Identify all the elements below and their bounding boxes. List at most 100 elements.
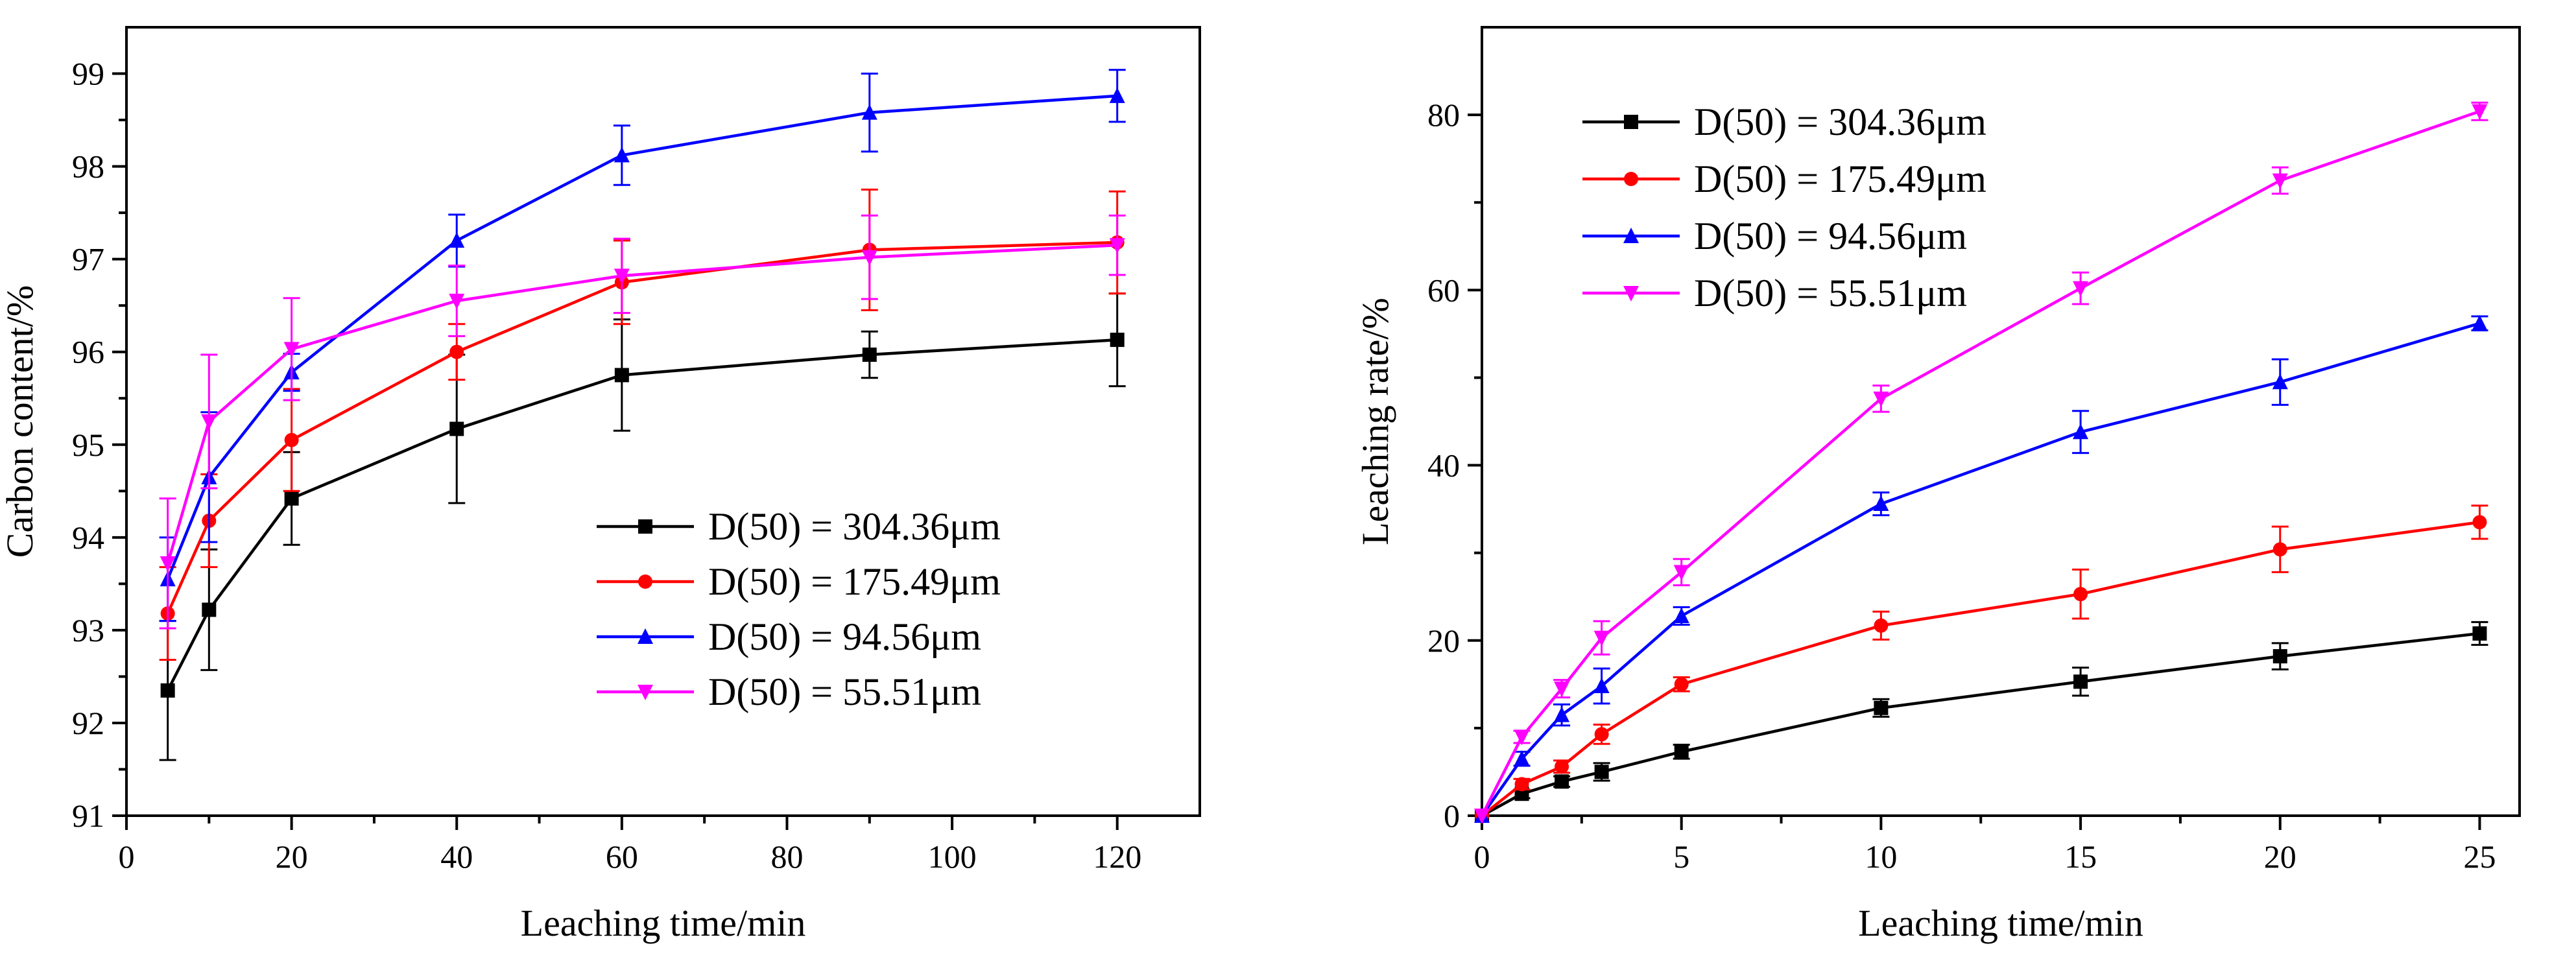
- legend-entry: D(50) = 175.49μm: [1582, 158, 1986, 200]
- data-point: [1593, 630, 1610, 646]
- y-tick-label: 80: [1427, 97, 1460, 133]
- data-point: [1554, 706, 1570, 722]
- legend-entry: D(50) = 55.51μm: [1582, 272, 1967, 314]
- series-4: [159, 214, 1126, 630]
- legend-entry: D(50) = 304.36μm: [1582, 101, 1986, 143]
- x-tick-label: 0: [119, 838, 135, 875]
- legend-entry: D(50) = 55.51μm: [597, 670, 981, 713]
- x-tick-label: 40: [440, 838, 473, 875]
- data-point: [1594, 764, 1609, 779]
- y-tick-label: 98: [72, 148, 104, 185]
- legend-label: D(50) = 175.49μm: [708, 560, 1001, 603]
- data-point: [449, 232, 465, 248]
- data-point: [614, 368, 629, 383]
- legend-marker: [638, 685, 653, 700]
- data-point: [1673, 607, 1689, 623]
- data-point: [1674, 744, 1689, 759]
- x-tick-label: 15: [2064, 838, 2097, 875]
- legend-label: D(50) = 94.56μm: [1694, 215, 1967, 257]
- data-point: [614, 147, 630, 163]
- series-line: [166, 241, 1117, 615]
- x-tick-label: 20: [2264, 838, 2296, 875]
- legend-label: D(50) = 304.36μm: [708, 505, 1001, 548]
- legend-entry: D(50) = 94.56μm: [597, 615, 981, 658]
- legend-entry: D(50) = 94.56μm: [1582, 215, 1967, 257]
- x-tick-label: 0: [1474, 838, 1490, 875]
- legend-label: D(50) = 94.56μm: [708, 615, 981, 658]
- y-tick-label: 94: [72, 519, 104, 556]
- data-point: [2472, 626, 2487, 641]
- data-point: [160, 556, 176, 572]
- y-tick-label: 40: [1427, 447, 1460, 484]
- series-1: [1475, 621, 2488, 823]
- data-point: [1874, 618, 1889, 633]
- x-tick-label: 25: [2463, 838, 2496, 875]
- series-line: [1481, 322, 2481, 817]
- y-tick-label: 99: [72, 56, 104, 92]
- plot-frame: [125, 26, 1201, 817]
- legend-marker: [638, 628, 653, 644]
- legend-label: D(50) = 175.49μm: [1694, 158, 1986, 200]
- data-point: [2073, 587, 2088, 602]
- data-point: [2073, 423, 2089, 440]
- data-point: [2472, 515, 2487, 530]
- data-point: [160, 683, 175, 698]
- y-tick-label: 91: [72, 798, 104, 834]
- legend-marker: [638, 519, 652, 534]
- chart-2: 0 5 10 15 20 25 0 20 40 60 80 Leaching time/min Leac…: [1354, 26, 2521, 944]
- y-tick-label: 0: [1444, 798, 1460, 834]
- data-point: [449, 344, 464, 359]
- data-point: [614, 268, 630, 285]
- y-tick-label: 92: [72, 705, 104, 741]
- y-axis-title: Carbon content/%: [0, 285, 41, 558]
- data-point: [1474, 809, 1490, 824]
- data-point: [862, 347, 877, 362]
- x-axis-title: Leaching time/min: [1858, 902, 2143, 944]
- data-point: [1673, 565, 1689, 581]
- data-point: [2272, 649, 2287, 664]
- data-point: [1873, 495, 1889, 512]
- data-point: [861, 104, 877, 120]
- data-point: [1109, 87, 1125, 103]
- y-tick-label: 60: [1427, 272, 1460, 308]
- data-point: [2073, 674, 2088, 689]
- legend-marker: [1624, 115, 1638, 129]
- data-point: [2073, 281, 2089, 297]
- legend-entry: D(50) = 175.49μm: [597, 560, 1001, 603]
- data-point: [284, 491, 299, 506]
- data-point: [202, 602, 217, 617]
- y-tick-label: 20: [1427, 622, 1460, 659]
- data-point: [1873, 391, 1889, 407]
- legend-marker: [1624, 172, 1638, 186]
- data-point: [2272, 373, 2288, 390]
- x-tick-label: 20: [276, 838, 308, 875]
- data-point: [2272, 542, 2287, 557]
- series-4: [1474, 101, 2488, 824]
- data-point: [1109, 238, 1125, 254]
- data-point: [2272, 173, 2288, 189]
- legend-label: D(50) = 304.36μm: [1694, 101, 1986, 143]
- data-point: [2472, 104, 2488, 120]
- data-point: [1555, 774, 1569, 789]
- legend-label: D(50) = 55.51μm: [1694, 272, 1967, 314]
- data-point: [1593, 678, 1610, 694]
- data-point: [284, 432, 299, 447]
- data-point: [201, 414, 217, 430]
- data-point: [1110, 333, 1125, 348]
- y-tick-label: 93: [72, 612, 104, 648]
- x-tick-label: 80: [770, 838, 803, 875]
- x-tick-label: 10: [1865, 838, 1897, 875]
- series-line: [1480, 110, 2481, 817]
- data-point: [1874, 700, 1889, 715]
- y-tick-label: 95: [72, 427, 104, 463]
- data-point: [449, 421, 464, 436]
- series-2: [1475, 504, 2488, 823]
- data-point: [1555, 759, 1569, 774]
- series-3: [1474, 314, 2488, 823]
- x-tick-label: 60: [606, 838, 638, 875]
- y-tick-label: 96: [72, 334, 104, 370]
- x-axis-title: Leaching time/min: [521, 902, 806, 944]
- y-tick-label: 97: [72, 241, 104, 278]
- legend-marker: [1623, 228, 1639, 243]
- legend-label: D(50) = 55.51μm: [708, 670, 981, 713]
